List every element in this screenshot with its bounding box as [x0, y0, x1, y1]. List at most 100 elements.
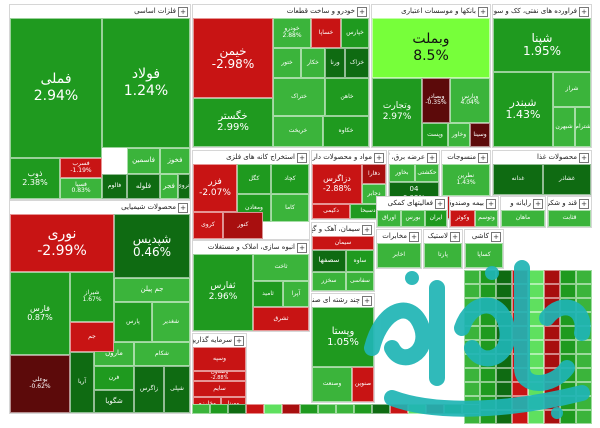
stock-cell[interactable]: وبملت 8.5%: [372, 18, 490, 78]
small-stock-tile[interactable]: [464, 326, 480, 340]
small-stock-tile[interactable]: [464, 270, 480, 284]
stock-cell[interactable]: دزاگرس -2.88%: [312, 164, 362, 204]
stock-cell[interactable]: وبصادر -0.35%: [422, 78, 450, 123]
stock-cell[interactable]: کروی: [193, 212, 223, 239]
small-stock-tile[interactable]: [560, 354, 576, 368]
stock-cell[interactable]: جم: [70, 322, 114, 352]
small-stock-tile[interactable]: [496, 368, 512, 382]
small-stock-tile[interactable]: [480, 270, 496, 284]
stock-cell[interactable]: ایران: [425, 210, 447, 227]
small-stock-tile[interactable]: [464, 382, 480, 396]
stock-cell[interactable]: پارتا: [424, 243, 462, 268]
stock-cell[interactable]: سصفها: [312, 250, 346, 272]
sector-expand-toggle[interactable]: +: [579, 153, 589, 163]
small-stock-tile[interactable]: [560, 340, 576, 354]
small-stock-tile[interactable]: [512, 368, 528, 382]
stock-cell[interactable]: بورس: [401, 210, 425, 227]
small-stock-tile[interactable]: [576, 298, 592, 312]
small-stock-tile[interactable]: [512, 270, 528, 284]
sector-expand-toggle[interactable]: +: [486, 199, 496, 209]
sector-expand-toggle[interactable]: +: [478, 7, 488, 17]
stock-cell[interactable]: اوراق: [377, 210, 401, 227]
small-stock-tile[interactable]: [246, 404, 264, 414]
small-stock-tile[interactable]: [480, 312, 496, 326]
small-stock-tile[interactable]: [408, 404, 426, 414]
sector-expand-toggle[interactable]: +: [427, 153, 437, 163]
small-stock-tile[interactable]: [372, 404, 390, 414]
sector-expand-toggle[interactable]: +: [297, 153, 307, 163]
small-stock-tile[interactable]: [444, 404, 462, 414]
stock-cell[interactable]: فرن: [94, 366, 134, 390]
stock-cell[interactable]: حکشتی: [415, 164, 439, 182]
small-stock-tile[interactable]: [528, 354, 544, 368]
stock-cell[interactable]: کاما: [271, 194, 309, 222]
small-stock-tile[interactable]: [544, 382, 560, 396]
small-stock-tile[interactable]: [282, 404, 300, 414]
stock-cell[interactable]: صنوین: [352, 367, 374, 402]
small-stock-tile[interactable]: [576, 326, 592, 340]
stock-cell[interactable]: شگویا: [94, 390, 134, 413]
stock-cell[interactable]: غدانه: [493, 164, 543, 195]
stock-cell[interactable]: فروی: [178, 174, 190, 199]
small-stock-tile[interactable]: [512, 284, 528, 298]
small-stock-tile[interactable]: [464, 368, 480, 382]
stock-cell[interactable]: ثشرق: [253, 307, 309, 331]
stock-cell[interactable]: اخابر: [377, 243, 421, 268]
small-stock-tile[interactable]: [496, 298, 512, 312]
stock-cell[interactable]: خاهن: [325, 78, 369, 116]
stock-cell[interactable]: آپرا: [283, 281, 309, 307]
stock-cell[interactable]: ذوب 2.38%: [10, 158, 60, 199]
small-stock-tile[interactable]: [544, 340, 560, 354]
stock-cell[interactable]: فسپا 0.83%: [60, 178, 102, 199]
small-stock-tile[interactable]: [544, 354, 560, 368]
stock-cell[interactable]: فلوله: [127, 174, 160, 199]
small-stock-tile[interactable]: [528, 340, 544, 354]
small-stock-tile[interactable]: [544, 312, 560, 326]
small-stock-tile[interactable]: [480, 396, 496, 410]
stock-cell[interactable]: خیمن -2.98%: [193, 18, 273, 98]
stock-cell[interactable]: شپلی: [164, 366, 190, 413]
small-stock-tile[interactable]: [528, 410, 544, 424]
stock-cell[interactable]: وپارس 4.04%: [450, 78, 490, 123]
stock-cell[interactable]: فاسمین: [127, 148, 160, 174]
small-stock-tile[interactable]: [480, 326, 496, 340]
small-stock-tile[interactable]: [560, 396, 576, 410]
stock-cell[interactable]: پارس: [114, 302, 152, 342]
stock-cell[interactable]: کساپا: [465, 243, 503, 268]
stock-cell[interactable]: دکیمی: [312, 204, 350, 219]
small-stock-tile[interactable]: [576, 410, 592, 424]
small-stock-tile[interactable]: [512, 382, 528, 396]
stock-cell[interactable]: فارس 0.87%: [10, 272, 70, 355]
stock-cell[interactable]: خودرو 2.88%: [273, 18, 311, 48]
sector-expand-toggle[interactable]: +: [533, 199, 543, 209]
small-stock-tile[interactable]: [576, 354, 592, 368]
small-stock-tile[interactable]: [512, 410, 528, 424]
stock-cell[interactable]: خساپا: [311, 18, 341, 48]
stock-cell[interactable]: فالوم: [102, 174, 127, 199]
small-stock-tile[interactable]: [512, 396, 528, 410]
stock-cell[interactable]: مارون: [94, 342, 134, 366]
stock-cell[interactable]: خکار: [301, 48, 325, 78]
stock-cell[interactable]: وپستا 1.05%: [312, 307, 374, 367]
small-stock-tile[interactable]: [496, 340, 512, 354]
small-stock-tile[interactable]: [512, 354, 528, 368]
stock-cell[interactable]: وسینا: [470, 123, 490, 147]
stock-cell[interactable]: فزر -2.07%: [193, 164, 237, 212]
sector-expand-toggle[interactable]: +: [234, 336, 244, 346]
sector-expand-toggle[interactable]: +: [579, 199, 589, 209]
stock-cell[interactable]: شیراز 1.67%: [70, 272, 114, 322]
stock-cell[interactable]: دفارا: [362, 164, 386, 184]
sector-expand-toggle[interactable]: +: [178, 203, 188, 213]
small-stock-tile[interactable]: [480, 410, 496, 424]
small-stock-tile[interactable]: [192, 404, 210, 414]
stock-cell[interactable]: شکام: [134, 342, 190, 366]
stock-cell[interactable]: وکوثر: [450, 210, 475, 227]
stock-cell[interactable]: وسپه: [193, 347, 246, 371]
stock-cell[interactable]: بوعلی -0.62%: [10, 355, 70, 413]
small-stock-tile[interactable]: [544, 396, 560, 410]
small-stock-tile[interactable]: [464, 284, 480, 298]
small-stock-tile[interactable]: [390, 404, 408, 414]
sector-expand-toggle[interactable]: +: [450, 232, 460, 242]
stock-cell[interactable]: وتوسم: [475, 210, 498, 227]
sector-expand-toggle[interactable]: +: [297, 243, 307, 253]
